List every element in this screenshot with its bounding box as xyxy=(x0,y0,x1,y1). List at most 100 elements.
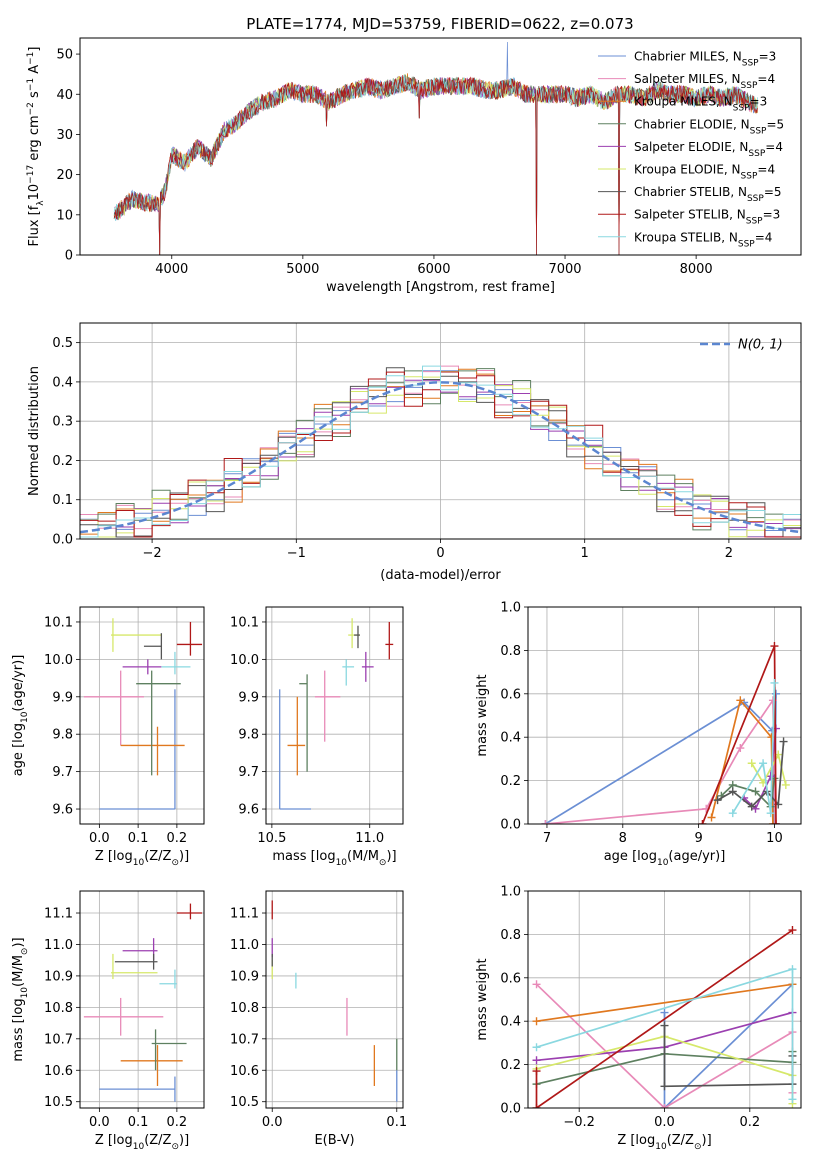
weight-marker xyxy=(779,737,788,746)
label-part: 10 xyxy=(20,987,30,999)
axes-root: 4000 5000 6000 7000 800001020304050wavelengt… xyxy=(11,37,802,1152)
y-tick-label: 11.1 xyxy=(230,907,259,922)
label-part: 10 xyxy=(657,858,669,868)
weight-line xyxy=(544,693,777,824)
x-tick-label: −0.2 xyxy=(563,1115,595,1130)
axes-ebv_mass: 0.0 0.1 10.5 10.6 10.7 10.8 10.9 11.0 11.1 E(B-V) xyxy=(230,890,407,1148)
grid xyxy=(80,607,204,824)
label-part: 10 xyxy=(27,184,42,201)
weight-marker xyxy=(532,1067,541,1076)
label-part: Chabrier ELODIE, N xyxy=(634,117,750,131)
y-axis-label: Flux [fλ10−17 erg cm−2 s−1 A−1] xyxy=(26,47,46,247)
legend-label: Kroupa STELIB, NSSP=4 xyxy=(634,230,772,249)
label-part: =4 xyxy=(757,72,775,86)
axes-residuals: −2 −1 0 1 2 0.0 0.1 0.2 0.3 0.4 0.5 (data-model)/er… xyxy=(27,322,802,583)
weight-marker xyxy=(766,809,775,818)
y-tick-label: 0.0 xyxy=(52,533,73,548)
y-tick-label: 10.6 xyxy=(230,1064,259,1079)
normal-curve xyxy=(80,381,801,534)
label-part: ⊙ xyxy=(171,858,179,868)
label-part: )] xyxy=(179,849,189,864)
x-tick-label: 0.2 xyxy=(167,831,188,846)
label-part: )] xyxy=(179,1133,189,1148)
weight-marker xyxy=(532,1056,541,1065)
legend-label: Salpeter MILES, NSSP=4 xyxy=(634,72,775,91)
weight-marker xyxy=(541,820,550,824)
label-part: −1 xyxy=(26,52,36,65)
label-part: Z [log xyxy=(95,849,133,864)
weight-marker xyxy=(751,787,760,796)
x-tick-label: 0.2 xyxy=(167,1115,188,1130)
weight-line xyxy=(536,983,793,1023)
label-part: =5 xyxy=(764,185,782,199)
label-part: Chabrier MILES, N xyxy=(634,50,742,64)
y-tick-label: 9.8 xyxy=(238,728,259,743)
label-part: mass [log xyxy=(11,998,26,1061)
axes-frame xyxy=(527,606,802,825)
y-tick-label: 10.6 xyxy=(44,1064,73,1079)
label-part: ] xyxy=(27,47,42,52)
label-part: Z [log xyxy=(95,1133,133,1148)
y-tick-label: 10.1 xyxy=(230,615,259,630)
weight-marker xyxy=(747,759,756,768)
x-tick-label: 10 xyxy=(766,831,783,846)
y-tick-label: 9.7 xyxy=(52,765,73,780)
weight-marker xyxy=(771,689,780,698)
grid xyxy=(528,606,801,825)
plot-area xyxy=(83,618,203,810)
grid xyxy=(266,891,403,1108)
y-tick-label: 40 xyxy=(56,88,73,103)
x-tick-label: 0.0 xyxy=(89,1115,110,1130)
y-tick-label: 0.5 xyxy=(52,336,73,351)
weight-marker xyxy=(713,796,722,805)
y-tick-label: 11.0 xyxy=(44,938,73,953)
y-tick-label: 9.6 xyxy=(238,803,259,818)
y-tick-label: 0.4 xyxy=(500,731,521,746)
weight-marker xyxy=(532,1104,541,1108)
legend-label: N(0, 1) xyxy=(738,338,783,353)
histogram-kroupa-stelib xyxy=(80,365,801,538)
label-part: (Z/Z xyxy=(144,849,171,864)
weight-line xyxy=(717,741,785,808)
label-part: Kroupa STELIB, N xyxy=(634,230,738,244)
weight-marker xyxy=(660,1021,669,1030)
label-part: )] xyxy=(11,937,26,947)
label-part: −1 xyxy=(26,78,36,91)
y-axis-label: mass weight xyxy=(475,674,490,756)
weight-marker xyxy=(788,1095,797,1104)
y-tick-label: 0.4 xyxy=(52,375,73,390)
weight-line xyxy=(743,728,777,811)
label-part: age [log xyxy=(604,849,657,864)
legend-label: Chabrier MILES, NSSP=3 xyxy=(634,50,776,69)
label-part: 10 xyxy=(336,858,348,868)
y-tick-label: 0.3 xyxy=(52,415,73,430)
axes-age_weight: 7 8 9 10 0.0 0.2 0.4 0.6 0.8 1.0 mass weight age [l… xyxy=(475,601,802,868)
legend-label: Salpeter STELIB, NSSP=3 xyxy=(634,208,780,227)
label-part: Chabrier STELIB, N xyxy=(634,185,747,199)
axes-z_weight: −0.2 0.0 0.2 0.0 0.2 0.4 0.6 0.8 1.0 mass weight Z… xyxy=(475,885,802,1152)
plot-area xyxy=(83,903,203,1102)
label-part: SSP xyxy=(747,194,764,204)
label-part: SSP xyxy=(738,239,755,249)
label-part: ⊙ xyxy=(694,1142,702,1152)
y-tick-label: 0.4 xyxy=(500,1015,521,1030)
weight-marker xyxy=(771,820,780,824)
label-part: ⊙ xyxy=(20,948,30,956)
label-part: Salpeter MILES, N xyxy=(634,72,741,86)
y-tick-label: 10.0 xyxy=(44,653,73,668)
x-tick-label: 0.0 xyxy=(89,831,110,846)
weight-marker xyxy=(532,1017,541,1026)
y-tick-label: 10.7 xyxy=(230,1032,259,1047)
x-tick-label: 0.2 xyxy=(739,1115,760,1130)
x-tick-label: 5000 xyxy=(286,262,319,277)
y-axis-label: mass weight xyxy=(475,958,490,1040)
label-part: ⊙ xyxy=(379,858,387,868)
x-tick-label: 7000 xyxy=(548,262,581,277)
plot-area xyxy=(80,365,801,538)
x-tick-label: 0.1 xyxy=(128,1115,149,1130)
label-part: (Z/Z xyxy=(667,1133,694,1148)
weight-marker xyxy=(736,696,745,705)
weight-marker xyxy=(770,642,779,651)
y-tick-label: 10.5 xyxy=(44,1095,73,1110)
